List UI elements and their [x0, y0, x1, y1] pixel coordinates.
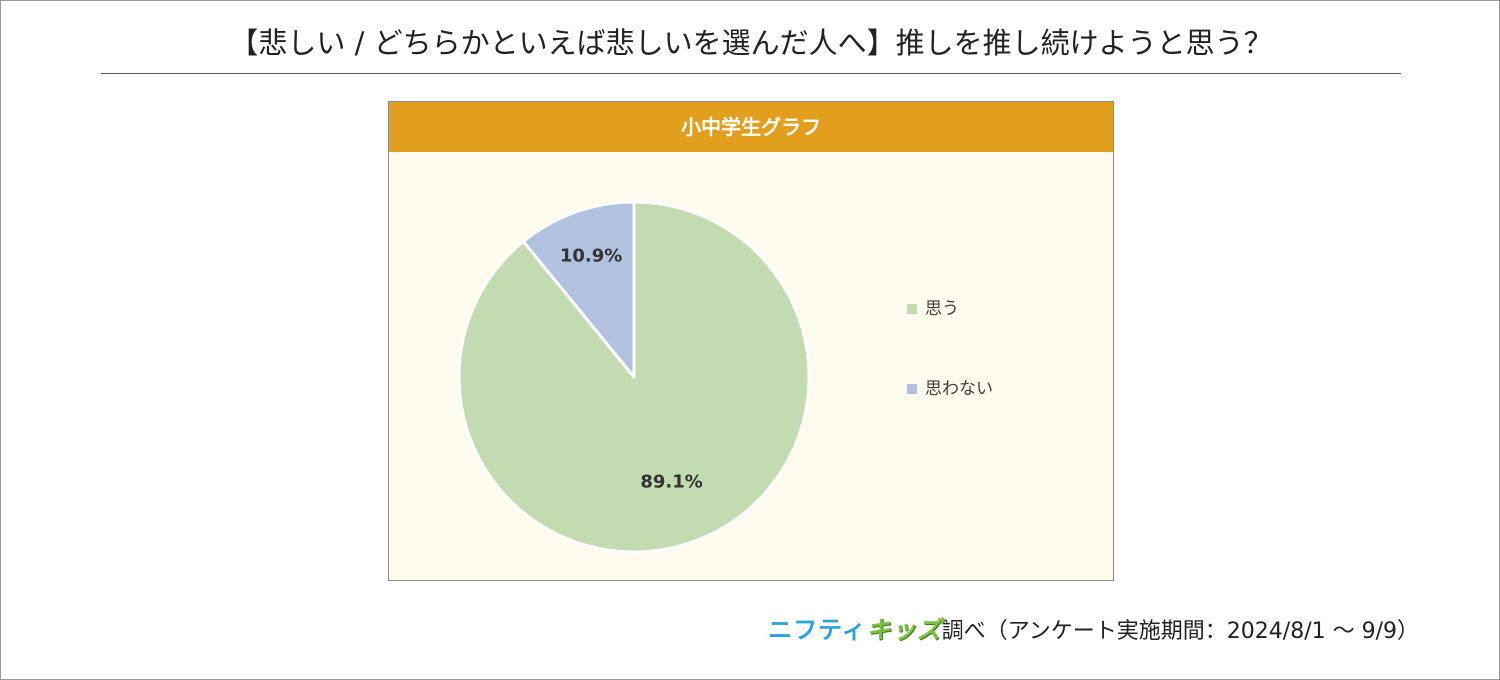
- legend-swatch-1: [907, 304, 917, 314]
- legend-item-1: 思う: [907, 298, 959, 320]
- chart-panel: 小中学生グラフ 89.1% 10.9% 思う思わない: [388, 101, 1114, 581]
- legend-label-1: 思う: [925, 299, 959, 319]
- legend-item-2: 思わない: [907, 378, 993, 400]
- page-title: 【悲しい / どちらかといえば悲しいを選んだ人へ】推しを推し続けようと思う？: [229, 26, 1273, 60]
- chart-title: 小中学生グラフ: [389, 102, 1113, 152]
- pie-slice-2: [521, 200, 636, 379]
- pie-data-label-1: 89.1%: [640, 472, 702, 493]
- title-divider: [101, 73, 1401, 74]
- survey-period-text: 調べ（アンケート実施期間：2024/8/1 ～ 9/9）: [941, 619, 1419, 644]
- pie-chart: 89.1% 10.9%: [457, 200, 811, 554]
- brand-logo-nifty: ニフティ: [768, 616, 867, 644]
- pie-data-label-2: 10.9%: [560, 246, 622, 267]
- legend-swatch-2: [907, 384, 917, 394]
- brand-logo-kids: キッズ: [866, 616, 942, 644]
- source-footer: ニフティキッズ調べ（アンケート実施期間：2024/8/1 ～ 9/9）: [768, 613, 1419, 649]
- legend-label-2: 思わない: [925, 379, 993, 399]
